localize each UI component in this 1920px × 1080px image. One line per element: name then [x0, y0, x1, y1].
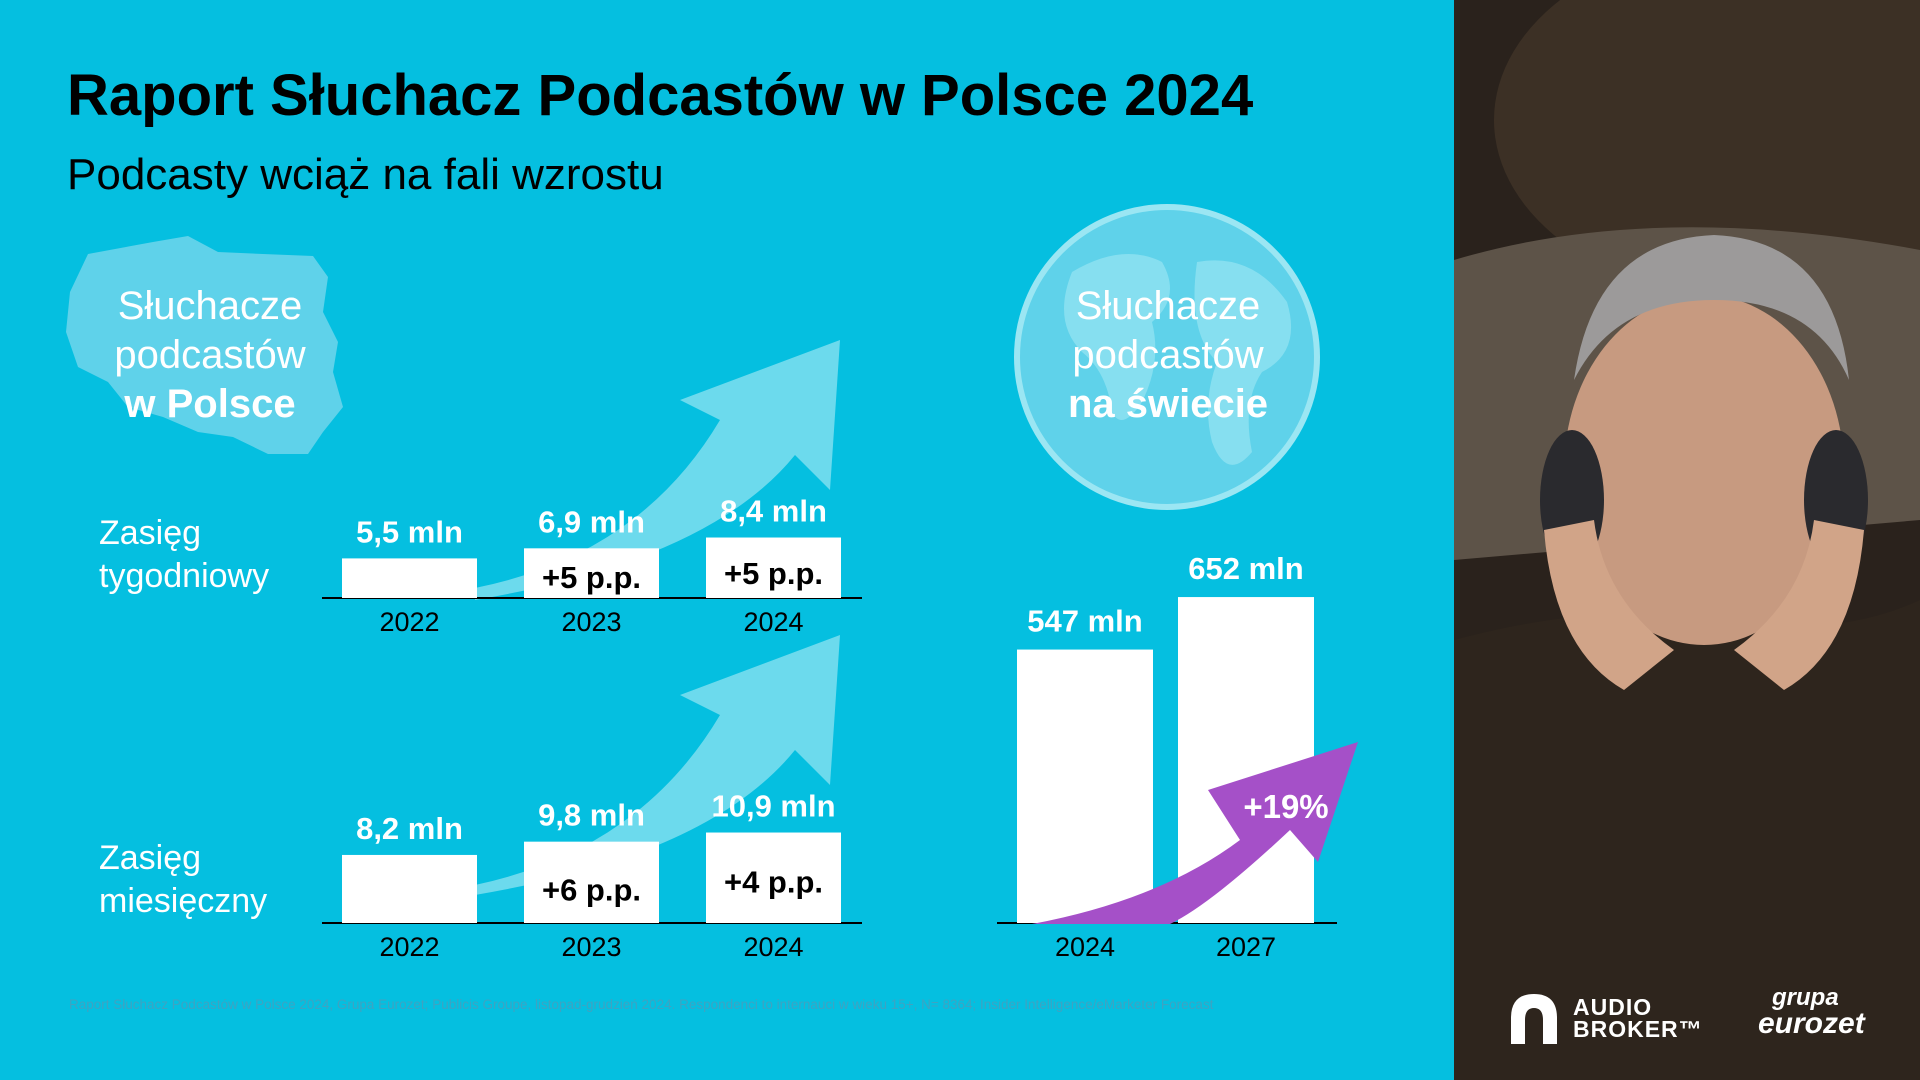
- world-label-line1: Słuchacze: [1075, 284, 1261, 328]
- world-label-line3: na świecie: [1067, 382, 1269, 426]
- charts-canvas: 5,5 mln 2022 6,9 mln +5 p.p. 2023 8,4 mln +5 p…: [322, 340, 1358, 962]
- monthly-tick-label: 2023: [561, 932, 621, 962]
- weekly-bar: [706, 537, 841, 598]
- growth-arrow-weekly: [475, 340, 840, 600]
- weekly-row-label: Zasięg tygodniowy: [99, 512, 269, 598]
- audio-broker-line2: BROKER™: [1573, 1016, 1703, 1042]
- world-tick-label: 2024: [1055, 932, 1115, 962]
- page-subtitle: Podcasty wciąż na fali wzrostu: [67, 150, 664, 199]
- monthly-tick-label: 2024: [743, 932, 803, 962]
- monthly-value-label: 8,2 mln: [356, 811, 463, 846]
- world-growth-arrow: [1032, 742, 1358, 924]
- poland-label-line2: podcastów: [114, 333, 306, 377]
- audio-broker-line1: AUDIO: [1573, 994, 1653, 1020]
- poland-label-line3: w Polsce: [124, 382, 296, 426]
- monthly-label-line2: miesięczny: [99, 882, 268, 920]
- eurozet-line2: eurozet: [1758, 1007, 1865, 1040]
- weekly-change-label: +5 p.p.: [724, 556, 823, 591]
- world-tick-label: 2027: [1216, 932, 1276, 962]
- poland-map-shape: [66, 236, 343, 454]
- weekly-tick-label: 2024: [743, 607, 803, 637]
- weekly-label-line2: tygodniowy: [99, 557, 270, 595]
- slide: Raport Słuchacz Podcastów w Polsce 2024 …: [66, 63, 1358, 1012]
- weekly-label-line1: Zasięg: [99, 514, 202, 552]
- monthly-bar: [524, 841, 659, 923]
- monthly-bar: [342, 854, 477, 923]
- monthly-value-label: 9,8 mln: [538, 798, 645, 833]
- world-value-label: 652 mln: [1188, 551, 1303, 586]
- monthly-bar: [706, 832, 841, 923]
- audio-broker-icon: [1511, 994, 1557, 1044]
- monthly-label-line1: Zasięg: [99, 839, 202, 877]
- monthly-change-label: +4 p.p.: [724, 865, 823, 900]
- weekly-value-label: 8,4 mln: [720, 494, 827, 529]
- monthly-value-label: 10,9 mln: [711, 789, 835, 824]
- world-panel-label: Słuchacze podcastów na świecie: [1048, 282, 1288, 429]
- poland-panel-label: Słuchacze podcastów w Polsce: [100, 282, 320, 429]
- page-title: Raport Słuchacz Podcastów w Polsce 2024: [67, 63, 1254, 128]
- source-note: Raport Słuchacz Podcastów w Polsce 2024,…: [69, 997, 1214, 1012]
- weekly-change-label: +5 p.p.: [542, 560, 641, 595]
- weekly-value-label: 6,9 mln: [538, 504, 645, 539]
- weekly-bar: [342, 558, 477, 598]
- monthly-change-label: +6 p.p.: [542, 872, 641, 907]
- world-label-line2: podcastów: [1072, 333, 1264, 377]
- world-growth-label: +19%: [1243, 788, 1328, 825]
- audio-broker-logo: AUDIO BROKER™: [1505, 990, 1703, 1046]
- world-bar: [1017, 649, 1153, 923]
- growth-arrow-monthly: [475, 635, 840, 895]
- weekly-value-label: 5,5 mln: [356, 514, 463, 549]
- weekly-bar: [524, 548, 659, 598]
- eurozet-logo: grupa eurozet: [1758, 984, 1865, 1040]
- weekly-tick-label: 2022: [379, 607, 439, 637]
- globe-icon: [1014, 204, 1320, 510]
- world-value-label: 547 mln: [1027, 604, 1142, 639]
- eurozet-line1: grupa: [1772, 984, 1839, 1011]
- listener-photo: [1454, 0, 1920, 1080]
- photo-illustration: [1454, 0, 1920, 1080]
- monthly-row-label: Zasięg miesięczny: [99, 837, 267, 923]
- monthly-tick-label: 2022: [379, 932, 439, 962]
- poland-label-line1: Słuchacze: [117, 284, 303, 328]
- weekly-tick-label: 2023: [561, 607, 621, 637]
